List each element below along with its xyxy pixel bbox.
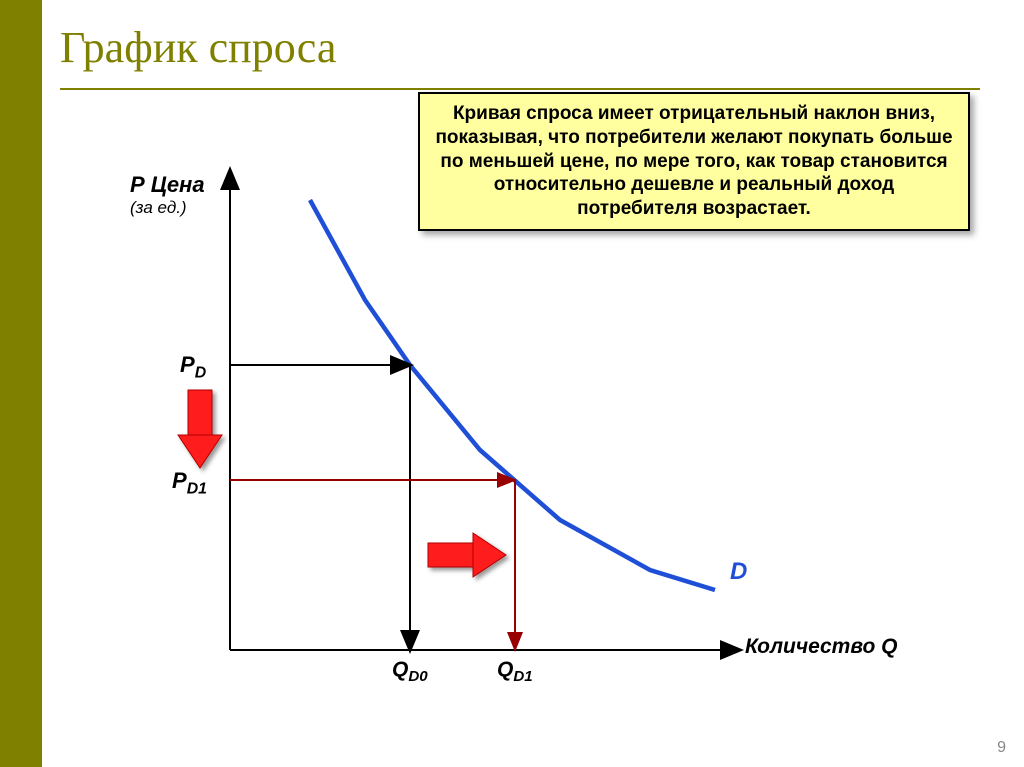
qty-label-qd0: QD0 — [392, 658, 428, 685]
price-label-pd: РD — [180, 352, 206, 382]
curve-label-d: D — [730, 558, 747, 586]
slide-title: График спроса — [60, 22, 336, 73]
price-decrease-arrow-icon — [178, 390, 222, 468]
accent-band — [0, 0, 42, 767]
slide: График спроса Кривая спроса имеет отрица… — [0, 0, 1024, 767]
x-axis-label: Количество Q — [745, 635, 898, 659]
demand-curve — [310, 200, 715, 590]
title-underline — [60, 88, 980, 90]
page-number: 9 — [997, 739, 1006, 757]
y-axis-label-sub: (за ед.) — [130, 198, 187, 218]
y-axis-label-price: Р Цена — [130, 172, 205, 197]
y-axis-label-main: Р Цена — [130, 172, 205, 198]
qty-label-qd1: QD1 — [497, 658, 533, 685]
quantity-increase-arrow-icon — [428, 533, 506, 577]
demand-chart — [150, 150, 890, 710]
price-label-pd1: РD1 — [172, 468, 207, 498]
